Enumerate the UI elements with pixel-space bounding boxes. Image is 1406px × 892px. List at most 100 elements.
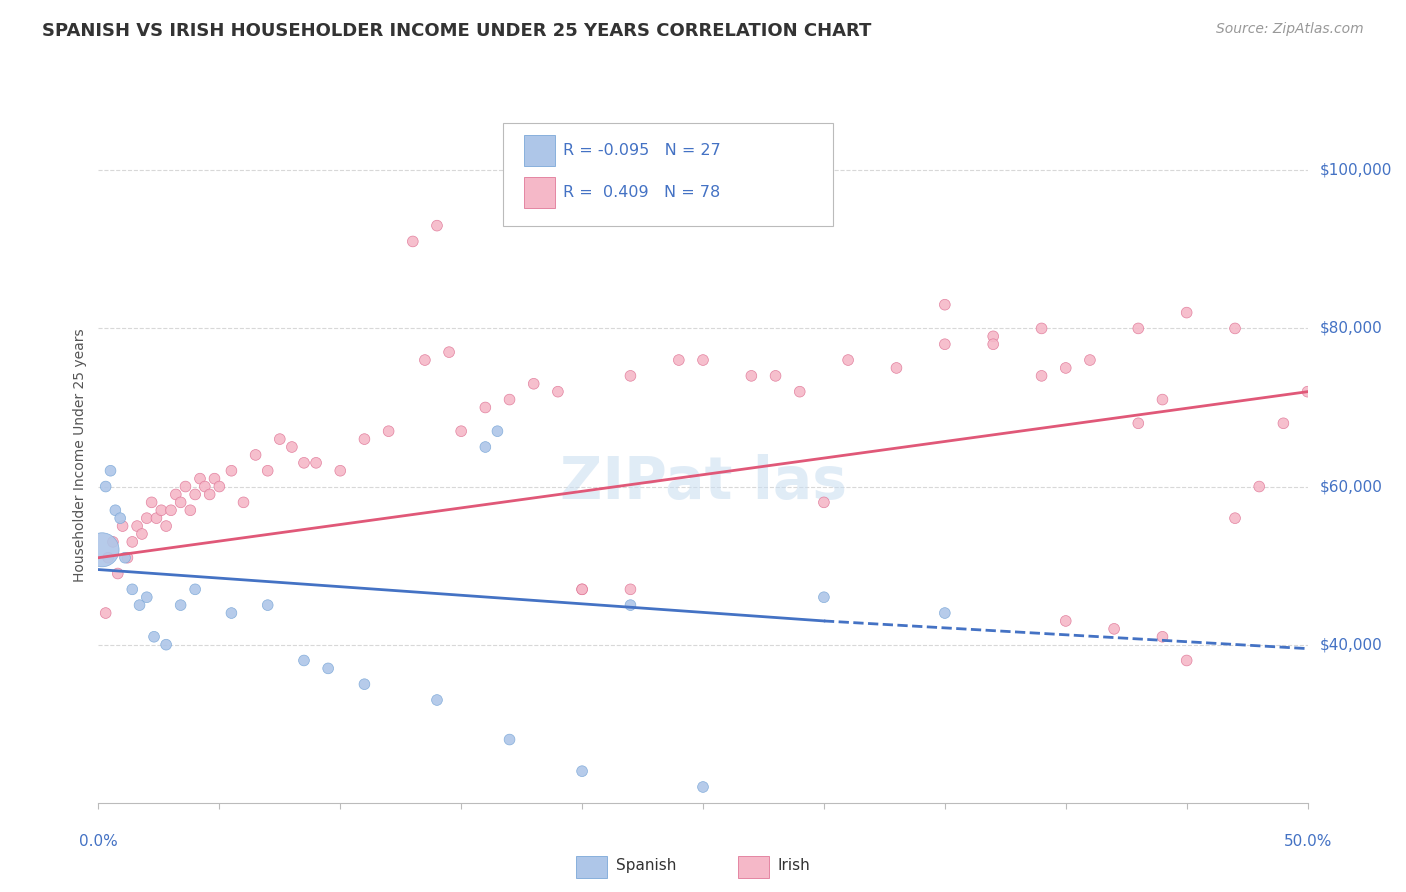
Point [619,582,641,597]
Point [740,368,762,383]
Point [97,550,120,565]
Text: ZIPat las: ZIPat las [560,454,846,511]
Point [100,464,122,478]
Point [571,582,593,597]
Point [377,424,399,438]
Point [131,527,153,541]
Point [208,479,231,493]
Text: $60,000: $60,000 [1320,479,1382,494]
Point [692,780,714,794]
Text: $40,000: $40,000 [1320,637,1382,652]
Text: SPANISH VS IRISH HOUSEHOLDER INCOME UNDER 25 YEARS CORRELATION CHART: SPANISH VS IRISH HOUSEHOLDER INCOME UNDE… [42,22,872,40]
Point [232,495,254,509]
Point [934,606,956,620]
Point [221,606,243,620]
Point [101,535,124,549]
Point [256,598,278,612]
Point [108,511,131,525]
Point [165,487,187,501]
Point [450,424,472,438]
Point [486,424,509,438]
Point [143,630,166,644]
Point [145,511,167,525]
Point [121,535,143,549]
Point [765,368,787,383]
Point [117,550,139,565]
Text: 50.0%: 50.0% [1284,834,1331,849]
Text: $100,000: $100,000 [1320,163,1392,178]
Point [305,456,328,470]
Point [668,353,690,368]
Point [981,337,1004,351]
Point [571,764,593,779]
Point [571,582,593,597]
Point [413,353,436,368]
Point [1152,392,1174,407]
Point [174,479,197,493]
Point [111,519,134,533]
Point [141,495,163,509]
Point [1175,653,1198,667]
Point [281,440,304,454]
Point [619,598,641,612]
Point [426,219,449,233]
Point [155,638,177,652]
Point [256,464,278,478]
Point [292,456,315,470]
Point [150,503,173,517]
Text: Source: ZipAtlas.com: Source: ZipAtlas.com [1216,22,1364,37]
Point [188,472,211,486]
Point [121,582,143,597]
Point [1296,384,1319,399]
Point [619,368,641,383]
Point [498,392,520,407]
Point [474,440,496,454]
Point [789,384,811,399]
Point [94,606,117,620]
Point [160,503,183,517]
Point [523,376,546,391]
Point [474,401,496,415]
Point [1223,511,1246,525]
Point [179,503,201,517]
Point [1272,417,1295,431]
Point [813,495,835,509]
Point [1175,305,1198,319]
Point [886,361,908,376]
Point [813,591,835,605]
Point [402,235,425,249]
Point [426,693,449,707]
Point [934,298,956,312]
Point [128,598,150,612]
Y-axis label: Householder Income Under 25 years: Householder Income Under 25 years [73,328,87,582]
Point [127,519,149,533]
Point [184,582,207,597]
Point [1249,479,1271,493]
Point [198,487,221,501]
Point [184,487,207,501]
Point [1031,368,1053,383]
Point [221,464,243,478]
Point [91,542,114,557]
Point [269,432,291,446]
Text: Irish: Irish [778,858,810,872]
Point [1223,321,1246,335]
Point [1152,630,1174,644]
Point [155,519,177,533]
Point [934,337,956,351]
Point [437,345,460,359]
Text: Spanish: Spanish [616,858,676,872]
Point [1078,353,1101,368]
Text: R =  0.409   N = 78: R = 0.409 N = 78 [562,185,720,200]
Point [1102,622,1125,636]
Point [498,732,520,747]
Text: $80,000: $80,000 [1320,321,1382,336]
Point [169,495,191,509]
Text: R = -0.095   N = 27: R = -0.095 N = 27 [562,143,721,158]
Point [104,503,127,517]
Point [107,566,129,581]
Point [353,677,375,691]
Point [204,472,226,486]
Point [135,591,157,605]
Point [94,479,117,493]
